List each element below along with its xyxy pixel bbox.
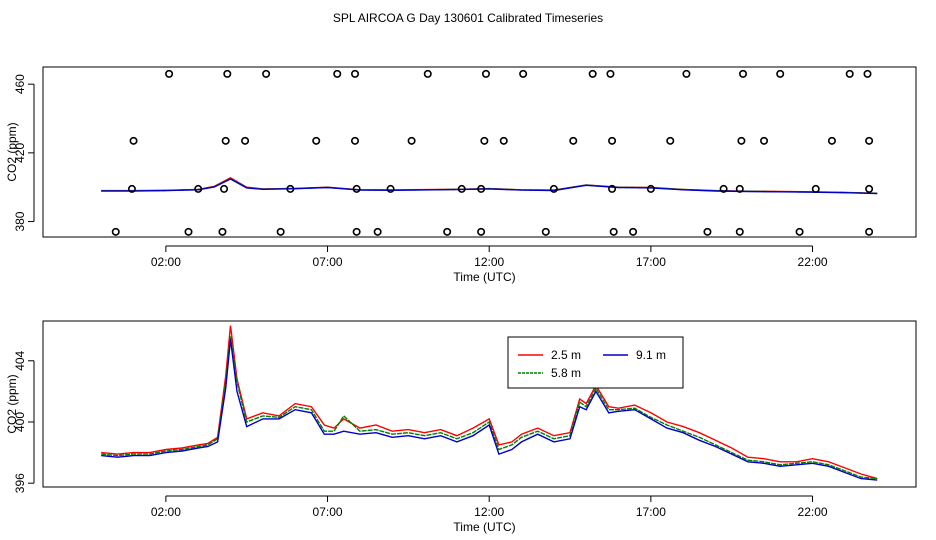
plot-frame <box>42 320 917 488</box>
calibration-point <box>549 184 558 193</box>
calibration-point <box>646 184 655 193</box>
calibration-point <box>608 136 617 145</box>
y-axis-label: CO2 (ppm) <box>5 374 19 433</box>
calibration-point <box>352 227 361 236</box>
calibration-point <box>221 136 230 145</box>
calibration-point <box>703 227 712 236</box>
x-tick-label: 22:00 <box>798 255 828 269</box>
calibration-point <box>682 69 691 78</box>
calibration-point <box>606 69 615 78</box>
calibration-point <box>386 184 395 193</box>
calibration-point <box>480 136 489 145</box>
calibration-point <box>333 69 342 78</box>
calibration-point <box>194 184 203 193</box>
x-tick-label: 12:00 <box>474 505 504 519</box>
x-tick-label: 02:00 <box>151 255 181 269</box>
calibration-point <box>629 227 638 236</box>
y-tick-label: 400 <box>13 412 27 432</box>
calibration-point <box>865 136 874 145</box>
x-axis-label: Time (UTC) <box>453 270 515 284</box>
calibration-point <box>184 227 193 236</box>
y-tick-label: 420 <box>13 143 27 163</box>
calibration-point <box>312 136 321 145</box>
calibration-point <box>865 184 874 193</box>
x-tick-label: 22:00 <box>798 505 828 519</box>
series-line-2-5-m <box>101 325 878 480</box>
calibration-point <box>795 227 804 236</box>
y-tick-label: 380 <box>13 211 27 231</box>
calibration-point <box>443 227 452 236</box>
series-line-9-1-m <box>101 339 878 481</box>
calibration-point <box>735 184 744 193</box>
calibration-point <box>811 184 820 193</box>
legend-box <box>507 336 684 389</box>
calibration-point <box>241 136 250 145</box>
calibration-point <box>165 69 174 78</box>
calibration-point <box>351 69 360 78</box>
calibration-point <box>735 227 744 236</box>
calibration-point <box>569 136 578 145</box>
calibration-point <box>286 184 295 193</box>
calibration-point <box>865 227 874 236</box>
calibration-point <box>276 227 285 236</box>
y-tick-label: 396 <box>13 473 27 493</box>
bottom-panel: 02:00 07:00 12:00 17:00 22:00 Time (UTC) 396 40… <box>5 320 917 534</box>
y-tick-label: 460 <box>13 74 27 94</box>
series-line-9-1-m <box>101 178 878 195</box>
calibration-point <box>373 227 382 236</box>
legend-label: 9.1 m <box>636 348 666 362</box>
calibration-point <box>129 136 138 145</box>
calibration-point <box>477 184 486 193</box>
calibration-point <box>223 69 232 78</box>
x-tick-label: 07:00 <box>313 505 343 519</box>
x-tick-label: 07:00 <box>313 255 343 269</box>
calibration-point <box>845 69 854 78</box>
calibration-point <box>352 184 361 193</box>
calibration-point <box>218 227 227 236</box>
legend-label: 5.8 m <box>551 366 581 380</box>
calibration-point <box>609 227 618 236</box>
calibration-point <box>827 136 836 145</box>
series-line-5-8-m <box>101 336 878 480</box>
legend-label: 2.5 m <box>551 348 581 362</box>
calibration-point <box>481 69 490 78</box>
calibration-point <box>608 184 617 193</box>
y-tick-label: 404 <box>13 350 27 370</box>
calibration-point <box>423 69 432 78</box>
calibration-point <box>760 136 769 145</box>
x-axis-label: Time (UTC) <box>453 520 515 534</box>
calibration-point <box>407 136 416 145</box>
calibration-point <box>477 227 486 236</box>
calibration-point <box>541 227 550 236</box>
calibration-point <box>588 69 597 78</box>
calibration-point <box>737 136 746 145</box>
x-tick-label: 02:00 <box>151 505 181 519</box>
calibration-point <box>519 69 528 78</box>
calibration-point <box>351 136 360 145</box>
calibration-point <box>499 136 508 145</box>
calibration-point <box>666 136 675 145</box>
calibration-point <box>776 69 785 78</box>
x-tick-label: 17:00 <box>636 505 666 519</box>
calibration-point <box>220 184 229 193</box>
x-tick-label: 12:00 <box>474 255 504 269</box>
top-panel: 02:00 07:00 12:00 17:00 22:00 Time (UTC) 380 42… <box>5 66 917 284</box>
calibration-point <box>127 184 136 193</box>
calibration-point <box>863 69 872 78</box>
calibration-point <box>719 184 728 193</box>
y-axis-label: CO2 (ppm) <box>5 122 19 181</box>
calibration-point <box>739 69 748 78</box>
calibration-point <box>262 69 271 78</box>
calibration-point <box>457 184 466 193</box>
x-tick-label: 17:00 <box>636 255 666 269</box>
calibration-point <box>111 227 120 236</box>
plot-frame <box>42 66 917 238</box>
figure-title: SPL AIRCOA G Day 130601 Calibrated Times… <box>333 11 603 25</box>
